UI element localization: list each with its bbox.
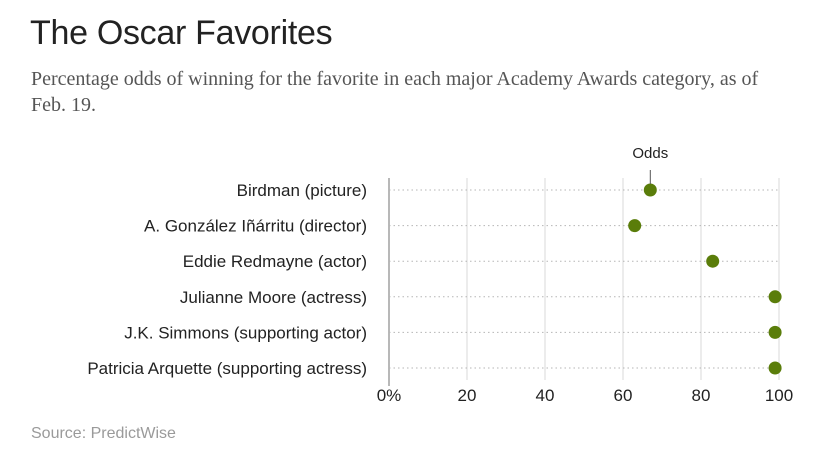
category-label: A. González Iñárritu (director) [144,217,367,236]
source-note: Source: PredictWise [31,425,176,442]
odds-annotation: Odds [632,145,668,184]
rows: Birdman (picture) A. González Iñárritu (d… [87,181,782,378]
annotation-label: Odds [632,145,668,162]
chart-subtitle: Percentage odds of winning for the favor… [31,68,759,116]
x-tick-label: 0% [377,386,402,405]
odds-dot [643,183,657,197]
x-tick-label: 60 [614,386,633,405]
category-label: Patricia Arquette (supporting actress) [87,359,367,378]
x-tick-label: 100 [765,386,793,405]
category-label: Eddie Redmayne (actor) [183,252,367,271]
x-tick-label: 40 [536,386,555,405]
category-label: Birdman (picture) [237,181,367,200]
category-label: J.K. Simmons (supporting actor) [124,323,367,342]
x-tick-label: 80 [692,386,711,405]
x-axis: 0% 20 40 60 80 100 [377,386,793,405]
odds-dot [628,219,642,233]
odds-dot [768,325,782,339]
category-label: Julianne Moore (actress) [180,288,367,307]
odds-dot [706,254,720,268]
grid [388,178,780,386]
chart-title: The Oscar Favorites [30,14,333,52]
odds-dot [768,361,782,375]
x-tick-label: 20 [458,386,477,405]
odds-dot [768,290,782,304]
